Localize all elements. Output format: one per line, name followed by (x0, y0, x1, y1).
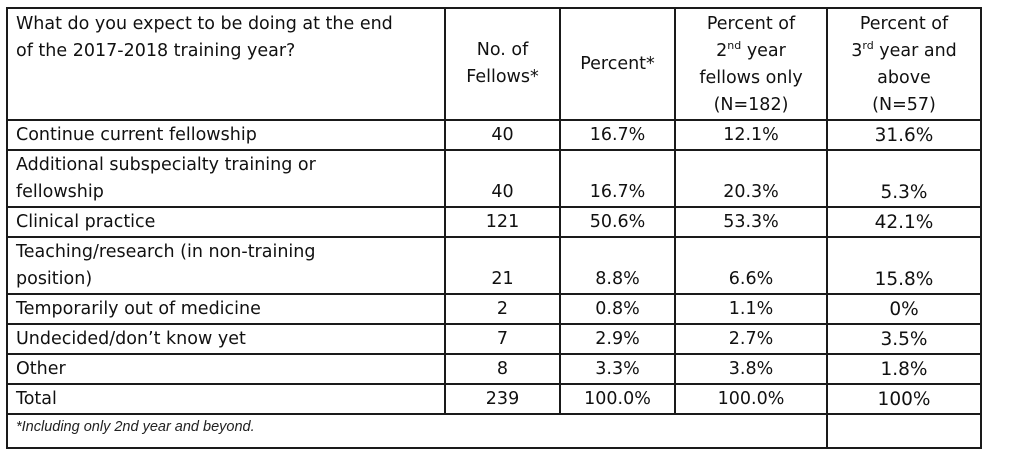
third-year-percent: 100% (826, 383, 982, 415)
question-header: What do you expect to be doing at the en… (6, 7, 446, 121)
third-year-percent: 3.5% (826, 323, 982, 355)
percent-value: 3.3% (559, 353, 676, 385)
fellows-count: 21 (444, 236, 561, 295)
second-year-percent: 12.1% (674, 119, 828, 151)
second-year-percent: 53.3% (674, 206, 828, 238)
third-year-percent: 15.8% (826, 236, 982, 295)
total-row: Total 239 100.0% 100.0% 100% (6, 383, 982, 415)
third-year-percent: 42.1% (826, 206, 982, 238)
table-row: Clinical practice 121 50.6% 53.3% 42.1% (6, 206, 982, 238)
row-label: Temporarily out of medicine (6, 293, 446, 325)
second-year-percent: 20.3% (674, 149, 828, 208)
row-label: Total (6, 383, 446, 415)
percent-value: 16.7% (559, 119, 676, 151)
table-row: Continue current fellowship 40 16.7% 12.… (6, 119, 982, 151)
table-row: Undecided/don’t know yet 7 2.9% 2.7% 3.5… (6, 323, 982, 355)
third-year-header: Percent of 3rd year and above (N=57) (826, 7, 982, 121)
second-year-percent: 3.8% (674, 353, 828, 385)
footnote: *Including only 2nd year and beyond. (6, 413, 828, 449)
header-row: What do you expect to be doing at the en… (6, 7, 982, 121)
fellows-count: 7 (444, 323, 561, 355)
percent-value: 100.0% (559, 383, 676, 415)
percent-value: 0.8% (559, 293, 676, 325)
second-year-percent: 2.7% (674, 323, 828, 355)
fellows-count-header: No. of Fellows* (444, 7, 561, 121)
row-label: Other (6, 353, 446, 385)
second-year-percent: 100.0% (674, 383, 828, 415)
third-year-percent: 1.8% (826, 353, 982, 385)
row-label: Undecided/don’t know yet (6, 323, 446, 355)
third-year-percent: 0% (826, 293, 982, 325)
row-label: Additional subspecialty training or fell… (6, 149, 446, 208)
fellows-count: 2 (444, 293, 561, 325)
second-year-header: Percent of 2nd year fellows only (N=182) (674, 7, 828, 121)
fellows-plans-table: What do you expect to be doing at the en… (6, 7, 982, 449)
table-row: Temporarily out of medicine 2 0.8% 1.1% … (6, 293, 982, 325)
row-label: Teaching/research (in non-training posit… (6, 236, 446, 295)
fellows-count: 121 (444, 206, 561, 238)
table-row: Other 8 3.3% 3.8% 1.8% (6, 353, 982, 385)
third-year-percent: 31.6% (826, 119, 982, 151)
footnote-empty-cell (826, 413, 982, 449)
percent-header: Percent* (559, 7, 676, 121)
fellows-count: 239 (444, 383, 561, 415)
second-year-percent: 1.1% (674, 293, 828, 325)
percent-value: 8.8% (559, 236, 676, 295)
percent-value: 2.9% (559, 323, 676, 355)
fellows-count: 8 (444, 353, 561, 385)
percent-value: 50.6% (559, 206, 676, 238)
row-label: Continue current fellowship (6, 119, 446, 151)
table-row: Teaching/research (in non-training posit… (6, 236, 982, 295)
row-label: Clinical practice (6, 206, 446, 238)
second-year-percent: 6.6% (674, 236, 828, 295)
footnote-row: *Including only 2nd year and beyond. (6, 413, 982, 449)
percent-value: 16.7% (559, 149, 676, 208)
fellows-count: 40 (444, 149, 561, 208)
third-year-percent: 5.3% (826, 149, 982, 208)
fellows-count: 40 (444, 119, 561, 151)
table-row: Additional subspecialty training or fell… (6, 149, 982, 208)
